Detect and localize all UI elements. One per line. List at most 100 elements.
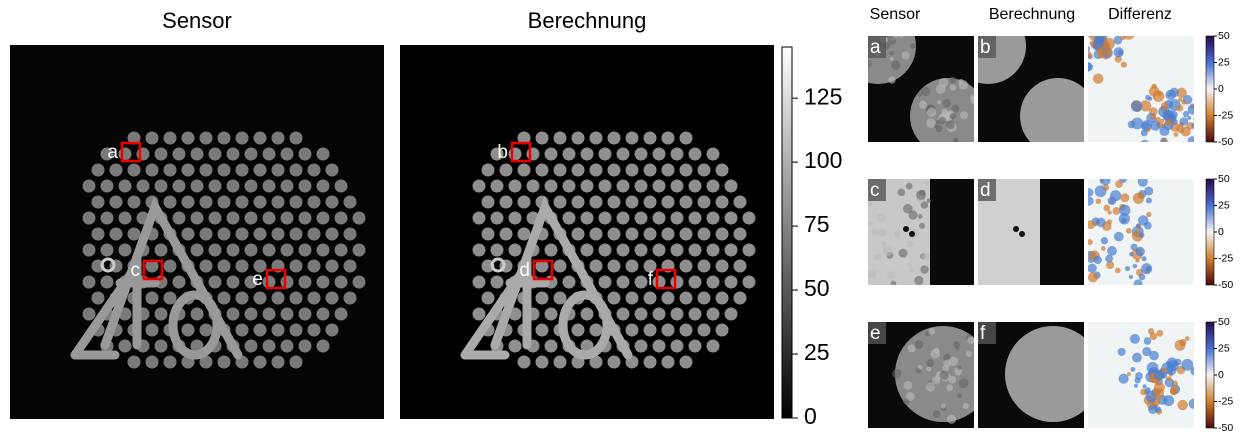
- hole: [644, 356, 657, 369]
- hole: [617, 276, 630, 289]
- hole: [110, 164, 123, 177]
- texture: [891, 281, 897, 287]
- hole: [500, 196, 513, 209]
- hole: [581, 308, 594, 321]
- hole: [671, 212, 684, 225]
- texture: [908, 344, 916, 352]
- hole: [581, 148, 594, 161]
- zoom-image: [840, 8, 986, 154]
- hole: [716, 196, 729, 209]
- difference-blob: [1093, 73, 1104, 84]
- hole: [635, 148, 648, 161]
- hole: [245, 244, 258, 257]
- difference-blob: [1140, 140, 1150, 150]
- texture: [928, 328, 935, 335]
- difference-blob: [1130, 334, 1140, 344]
- hole: [209, 276, 222, 289]
- hole: [635, 244, 648, 257]
- difference-blob: [1119, 374, 1129, 384]
- hole: [635, 180, 648, 193]
- hole: [263, 276, 276, 289]
- hole: [155, 340, 168, 353]
- difference-blob: [1131, 101, 1142, 112]
- hole: [689, 308, 702, 321]
- texture: [877, 213, 886, 222]
- hole: [299, 244, 312, 257]
- hole: [254, 196, 267, 209]
- difference-blob: [1129, 275, 1133, 279]
- hole: [92, 164, 105, 177]
- hole: [326, 164, 339, 177]
- difference-blob: [1089, 28, 1098, 37]
- hole: [734, 260, 747, 273]
- zoom-image: [1085, 175, 1194, 288]
- difference-blob: [1120, 193, 1129, 202]
- hole: [272, 324, 285, 337]
- hole: [473, 244, 486, 257]
- texture: [873, 23, 881, 31]
- hole: [599, 212, 612, 225]
- hole: [317, 212, 330, 225]
- texture: [915, 340, 924, 349]
- small-colorbar-label: -50: [1218, 279, 1233, 291]
- hole: [509, 244, 522, 257]
- texture: [918, 214, 923, 219]
- hole: [236, 196, 249, 209]
- hole: [662, 324, 675, 337]
- texture: [883, 246, 893, 256]
- hole: [128, 196, 141, 209]
- hole: [164, 260, 177, 273]
- small-colorbar-label: 0: [1218, 226, 1224, 238]
- texture: [888, 76, 895, 83]
- hole: [317, 244, 330, 257]
- difference-blob: [1155, 406, 1161, 412]
- small-colorbar-label: -50: [1218, 136, 1233, 148]
- hole: [290, 356, 303, 369]
- hole: [353, 276, 366, 289]
- hole: [554, 356, 567, 369]
- hole: [617, 308, 630, 321]
- hole: [617, 212, 630, 225]
- hole: [707, 244, 720, 257]
- hole: [716, 292, 729, 305]
- hole: [689, 212, 702, 225]
- hole: [101, 180, 114, 193]
- difference-blob: [1096, 218, 1106, 228]
- hole: [518, 356, 531, 369]
- difference-blob: [1114, 36, 1123, 45]
- hole: [317, 276, 330, 289]
- difference-blob: [1161, 368, 1167, 374]
- hole: [680, 292, 693, 305]
- hole: [227, 180, 240, 193]
- hole: [698, 164, 711, 177]
- difference-blob: [1113, 207, 1121, 215]
- texture: [939, 117, 947, 125]
- difference-blob: [1187, 116, 1191, 120]
- hole: [635, 340, 648, 353]
- difference-blob: [1121, 62, 1127, 68]
- hole: [716, 324, 729, 337]
- texture: [909, 268, 914, 273]
- hole: [200, 196, 213, 209]
- defect: [1019, 231, 1025, 237]
- texture: [853, 17, 857, 21]
- hole: [662, 164, 675, 177]
- difference-blob: [1084, 51, 1091, 58]
- hole: [137, 180, 150, 193]
- hole: [527, 148, 540, 161]
- difference-blob: [1098, 5, 1108, 15]
- difference-blob: [1201, 369, 1205, 373]
- hole: [272, 356, 285, 369]
- difference-blob: [1144, 222, 1152, 230]
- column-title: Sensor: [870, 6, 921, 23]
- hole: [698, 292, 711, 305]
- hole: [725, 244, 738, 257]
- hole: [653, 148, 666, 161]
- hole: [707, 148, 720, 161]
- hole: [608, 356, 621, 369]
- hole: [572, 164, 585, 177]
- difference-blob: [1134, 279, 1143, 288]
- hole: [263, 212, 276, 225]
- difference-blob: [1146, 266, 1151, 271]
- hole: [272, 196, 285, 209]
